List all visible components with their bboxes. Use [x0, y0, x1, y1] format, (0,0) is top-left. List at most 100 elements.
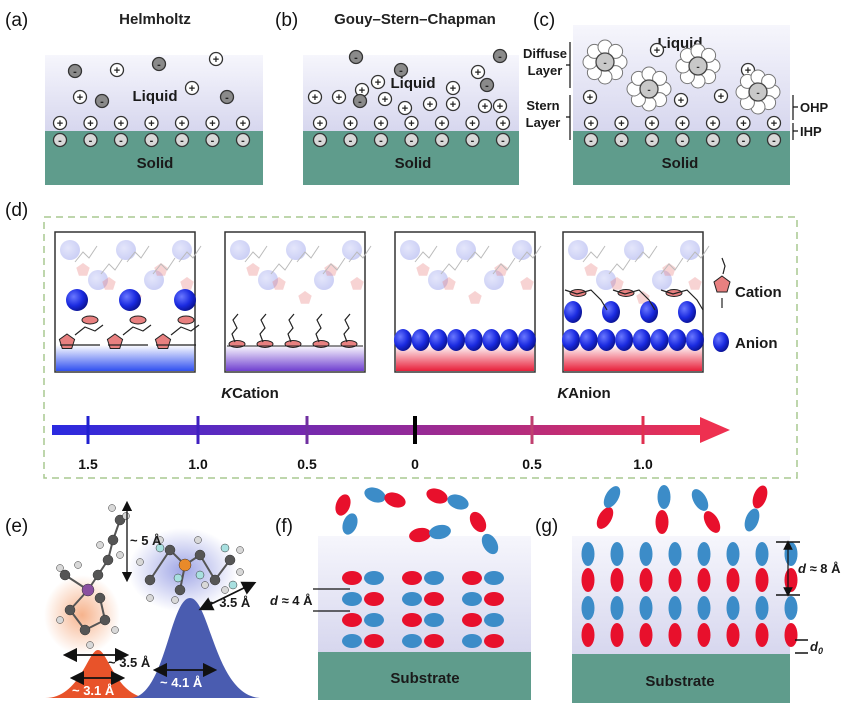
cation — [784, 568, 798, 592]
interface-image-3 — [394, 231, 542, 373]
panel-d-label: (d) — [5, 200, 28, 221]
anion-ion: - — [352, 93, 368, 109]
cation-legend-icon — [713, 275, 731, 293]
bulk-anion — [286, 240, 306, 260]
ion-circle — [348, 49, 364, 65]
cation-ion: + — [83, 115, 98, 131]
ion-circle — [445, 96, 461, 112]
spacing-label-g: d ≈ 8 Å — [798, 561, 841, 576]
anion — [697, 542, 711, 566]
ion-circle — [465, 132, 480, 148]
cation-ion: + — [109, 62, 125, 78]
diffuse-layer-label-2: Layer — [528, 63, 563, 78]
cation — [402, 571, 422, 585]
ion-sign: - — [157, 59, 161, 71]
ion-circle — [705, 115, 721, 131]
scale-ticks: 1.5 1.0 0.5 0 0.5 1.0 — [78, 416, 653, 472]
stern-layer-label-2: Layer — [526, 115, 561, 130]
atom — [228, 580, 238, 590]
ion-sign: - — [225, 92, 229, 104]
ion-sign: - — [89, 135, 93, 147]
solvated-anion: - — [735, 69, 781, 115]
ion-circle — [370, 74, 386, 90]
atom — [173, 573, 183, 583]
atom — [136, 558, 144, 566]
ion-sign: - — [399, 65, 403, 77]
anion-layer-sphere — [500, 329, 519, 351]
ion-sign: - — [471, 135, 475, 147]
bulk-chain — [492, 257, 516, 275]
cation-ion: + — [649, 42, 665, 58]
anion-ion: - — [219, 89, 235, 105]
anion-ion: - — [205, 132, 220, 148]
anion-ion: - — [83, 132, 98, 148]
bulk-chain — [296, 245, 320, 263]
cation-ion: + — [397, 100, 413, 116]
free-anion — [657, 485, 671, 509]
anion — [726, 596, 740, 620]
dim-35-cation-label: ~ 3.5 Å — [108, 655, 151, 670]
free-anion — [429, 524, 451, 540]
anion-core — [748, 82, 768, 102]
bulk-anion — [624, 240, 644, 260]
anion-layer-sphere — [650, 329, 669, 351]
ion-sign: - — [119, 135, 123, 147]
ion-sign: + — [740, 118, 746, 130]
free-cation — [384, 492, 406, 508]
ion-sign: + — [148, 118, 154, 130]
anion-ion: - — [52, 132, 68, 148]
anion-layer-sphere — [615, 329, 634, 351]
solid-label: Solid — [395, 155, 432, 172]
ion-sign: + — [402, 103, 408, 115]
liquid-label: Liquid — [133, 88, 178, 105]
ion-sign: + — [588, 118, 594, 130]
atom — [81, 583, 95, 597]
cation-ring — [636, 291, 650, 304]
atom — [108, 504, 116, 512]
cation — [364, 634, 384, 648]
ion-sign: + — [469, 118, 475, 130]
cation-ion: + — [495, 115, 511, 131]
cation-ring — [494, 263, 508, 276]
ion-circle — [393, 62, 409, 78]
cation-ion: + — [434, 115, 450, 131]
ion-circle — [174, 115, 190, 131]
anion-ion: - — [312, 132, 328, 148]
ion-sign: + — [114, 65, 120, 77]
ion-sign: + — [427, 99, 433, 111]
bulk-chain — [686, 245, 710, 263]
bulk-chain — [244, 245, 268, 263]
panel-g: (g) Substrate d ≈ 8 Å d0 — [535, 485, 841, 703]
ion-sign: - — [358, 96, 362, 108]
cation — [639, 568, 653, 592]
cation — [668, 623, 682, 647]
cation-ion: + — [312, 115, 328, 131]
cation — [697, 623, 711, 647]
ion-circle — [52, 115, 68, 131]
ion-sign: - — [501, 135, 505, 147]
atom — [99, 614, 111, 626]
anion-layer-sphere — [579, 329, 598, 351]
anion-core — [639, 79, 659, 99]
ion-sign: + — [359, 85, 365, 97]
anion — [668, 596, 682, 620]
cation-ion: + — [583, 115, 599, 131]
interface-image-2 — [224, 231, 372, 373]
atom — [178, 558, 192, 572]
anion-layer-sphere — [447, 329, 466, 351]
ion-circle — [52, 132, 68, 148]
anion — [639, 542, 653, 566]
free-cation — [335, 494, 351, 516]
cation-ion: + — [675, 115, 690, 131]
dim-35-anion-label: ~ 3.5 Å — [208, 595, 251, 610]
cation — [484, 634, 504, 648]
adsorbed-anion — [174, 289, 196, 311]
anion-ion: - — [404, 132, 419, 148]
anion — [364, 571, 384, 585]
anion — [784, 542, 798, 566]
cation-ion: + — [404, 115, 419, 131]
solvated-anion: - — [582, 39, 628, 85]
cation — [484, 592, 504, 606]
anion-ion: - — [343, 132, 358, 148]
ion-circle — [614, 115, 629, 131]
